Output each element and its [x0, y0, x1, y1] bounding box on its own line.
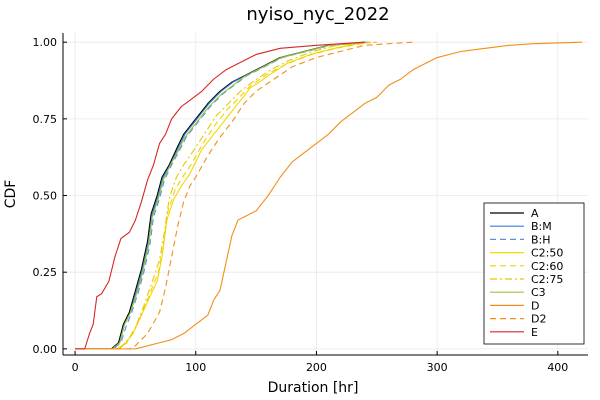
x-tick-label: 0	[72, 361, 79, 374]
y-tick-label: 0.75	[33, 113, 58, 126]
legend-label: C2:50	[531, 247, 563, 260]
chart-title: nyiso_nyc_2022	[246, 4, 389, 25]
legend-label: C2:60	[531, 260, 563, 273]
x-tick-label: 300	[427, 361, 448, 374]
y-axis-label: CDF	[3, 180, 19, 209]
series-line-e	[75, 41, 365, 350]
y-tick-label: 0.25	[33, 266, 58, 279]
legend-label: D2	[531, 313, 546, 326]
ticks: 0 100 200 300 400 0.00 0.25 0.50 0.75 1.00	[33, 36, 569, 374]
y-tick-label: 0.00	[33, 343, 58, 356]
legend-label: E	[531, 326, 538, 339]
x-tick-label: 400	[547, 361, 568, 374]
y-tick-label: 0.50	[33, 190, 58, 203]
legend-label: C3	[531, 286, 546, 299]
y-tick-label: 1.00	[33, 36, 58, 49]
series-line-d	[75, 41, 582, 350]
axes	[62, 33, 588, 356]
x-axis-label: Duration [hr]	[268, 380, 359, 396]
x-tick-label: 200	[306, 361, 327, 374]
legend-label: A	[531, 207, 539, 220]
x-tick-label: 100	[185, 361, 206, 374]
series-layer	[75, 41, 582, 350]
legend-label: B:M	[531, 220, 552, 233]
series-line-c3	[75, 41, 369, 350]
legend-label: B:H	[531, 233, 551, 246]
legend-label: D	[531, 299, 539, 312]
legend-label: C2:75	[531, 273, 563, 286]
